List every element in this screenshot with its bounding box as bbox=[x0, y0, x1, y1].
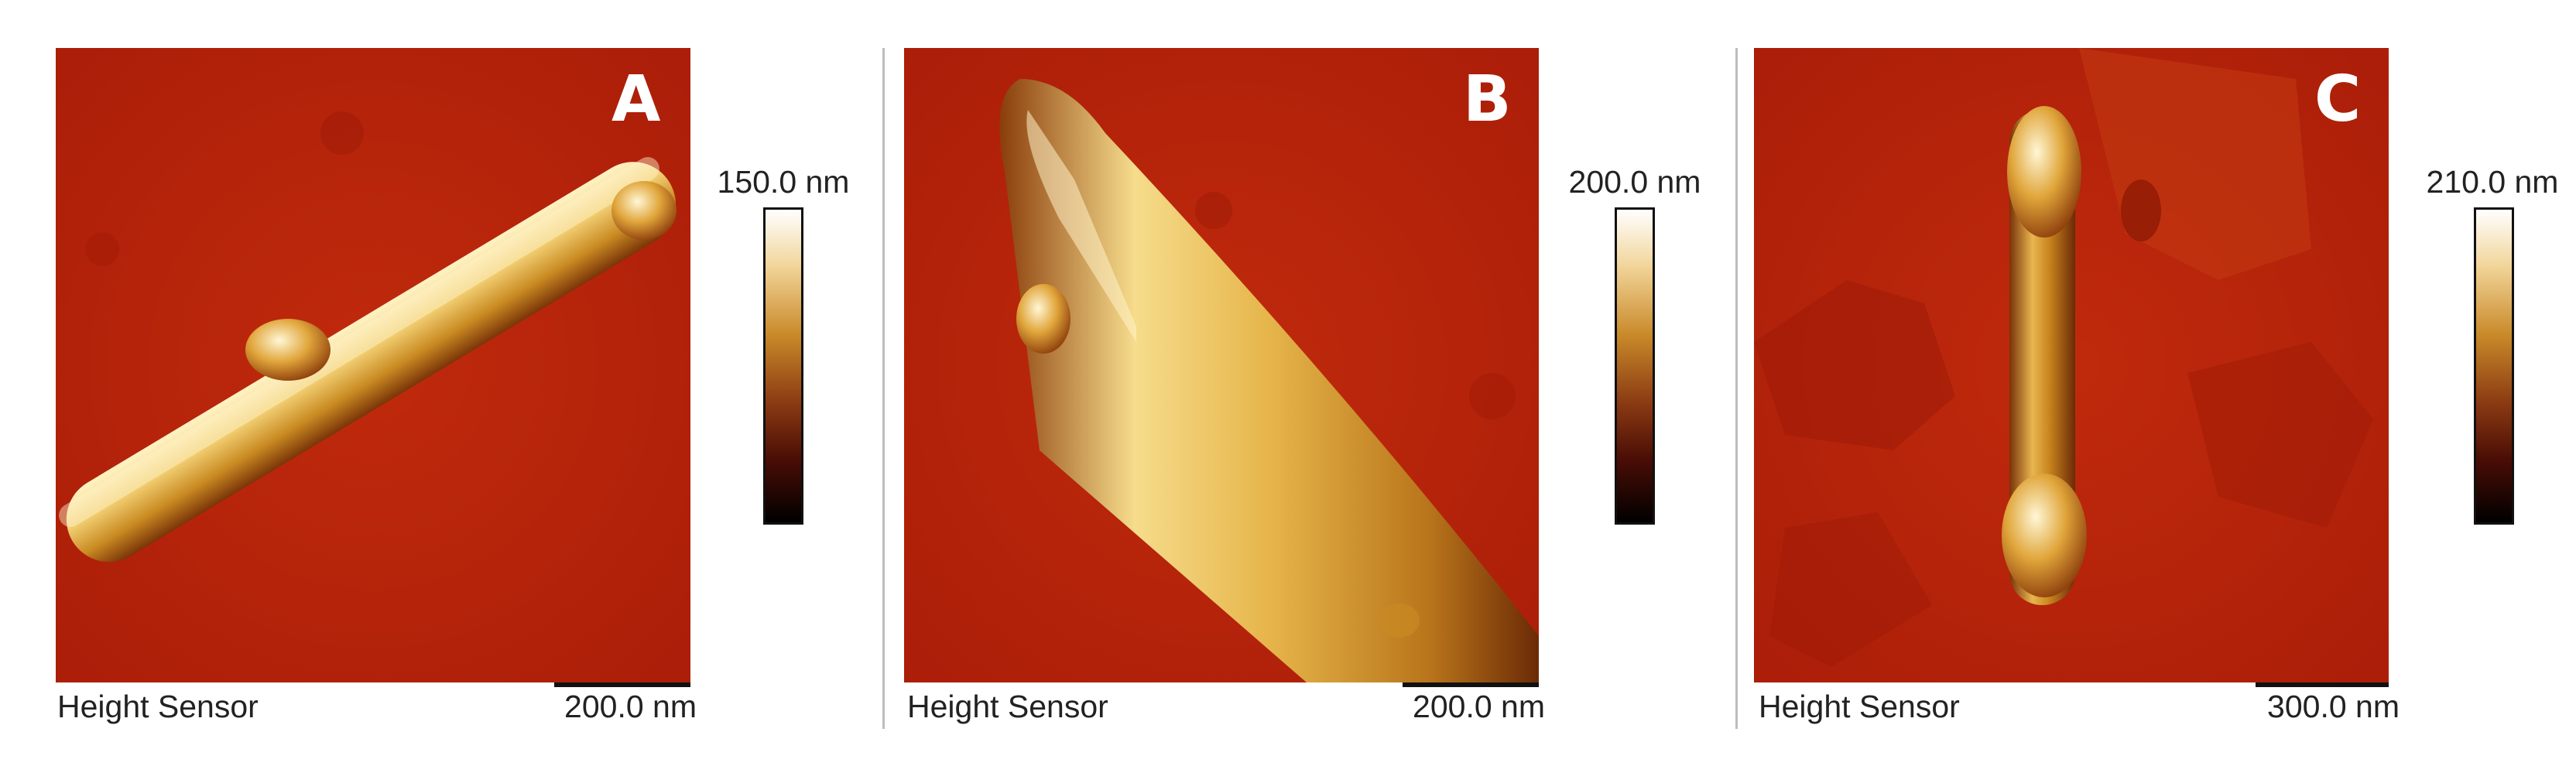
scale-bar-label: 300.0 nm bbox=[2267, 689, 2400, 724]
sensor-label: Height Sensor bbox=[907, 689, 1108, 724]
panel-divider bbox=[882, 48, 885, 729]
panel-a: A 150.0 nm Height Sensor 200.0 nm bbox=[0, 0, 859, 773]
sensor-label: Height Sensor bbox=[1759, 689, 1960, 724]
scale-bar bbox=[2256, 682, 2389, 687]
panel-b: B 200.0 nm Height Sensor 200.0 nm bbox=[851, 0, 1711, 773]
colorbar-max-label: 150.0 nm bbox=[717, 164, 850, 200]
panel-letter: A bbox=[611, 63, 661, 136]
panel-c: C 210.0 nm Height Sensor 300.0 nm bbox=[1703, 0, 2562, 773]
scale-bar-label: 200.0 nm bbox=[564, 689, 697, 724]
afm-image-a bbox=[56, 48, 690, 682]
afm-image-c bbox=[1754, 48, 2389, 682]
panel-letter: B bbox=[1463, 63, 1512, 136]
colorbar-max-label: 210.0 nm bbox=[2426, 164, 2559, 200]
colorbar bbox=[763, 207, 803, 525]
scale-bar bbox=[1403, 682, 1539, 687]
panel-letter: C bbox=[2314, 63, 2362, 136]
colorbar bbox=[1615, 207, 1655, 525]
colorbar-max-label: 200.0 nm bbox=[1568, 164, 1701, 200]
afm-image-b bbox=[904, 48, 1539, 682]
panel-divider bbox=[1735, 48, 1738, 729]
colorbar bbox=[2474, 207, 2514, 525]
scale-bar-label: 200.0 nm bbox=[1413, 689, 1545, 724]
scale-bar bbox=[554, 682, 690, 687]
sensor-label: Height Sensor bbox=[57, 689, 259, 724]
